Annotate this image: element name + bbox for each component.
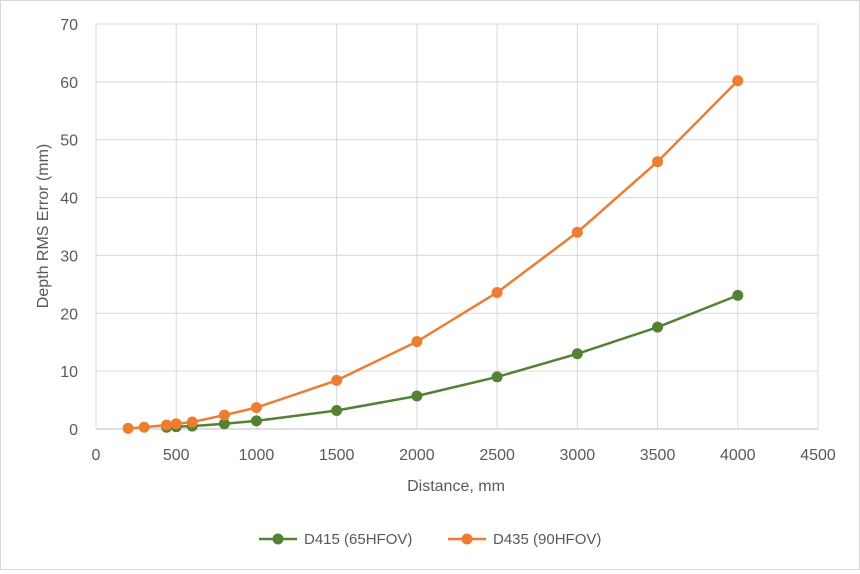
y-axis-ticks: 0 10 20 30 40 50 60 70 [60,17,78,439]
series-layer [122,75,744,434]
legend-label: D435 (90HFOV) [493,531,601,548]
legend-marker [461,533,473,545]
x-tick-label: 3500 [640,447,676,464]
y-axis-label: Depth RMS Error (mm) [35,144,52,308]
y-tick-label: 60 [60,75,78,92]
data-point [186,416,198,428]
data-point [161,419,173,431]
series-1 [161,289,744,433]
x-tick-label: 4500 [800,447,836,464]
series-2 [122,75,744,434]
data-point [138,421,150,433]
data-point [331,404,343,416]
data-point [732,75,744,87]
y-tick-label: 0 [69,422,78,439]
data-point [571,226,583,238]
legend-entry: D435 (90HFOV) [448,531,601,548]
data-point [122,422,134,434]
y-tick-label: 70 [60,17,78,34]
data-point [652,321,664,333]
data-point [218,418,230,430]
x-axis-label: Distance, mm [407,478,505,495]
data-point [571,348,583,360]
x-tick-label: 2000 [399,447,435,464]
series-line [127,79,739,430]
data-point [250,415,262,427]
data-point [491,286,503,298]
data-point [491,371,503,383]
y-tick-label: 30 [60,248,78,265]
data-point [218,409,230,421]
x-tick-label: 500 [163,447,190,464]
x-tick-label: 2500 [479,447,515,464]
data-point [732,289,744,301]
x-tick-label: 1000 [239,447,275,464]
data-point [652,156,664,168]
x-tick-label: 1500 [319,447,355,464]
data-point [331,374,343,386]
data-point [411,390,423,402]
x-tick-label: 0 [92,447,101,464]
x-axis-ticks: 0 500 1000 1500 2000 2500 3000 3500 4000 4500 [92,447,836,464]
x-tick-label: 3000 [560,447,596,464]
legend-label: D415 (65HFOV) [304,531,412,548]
data-point [250,402,262,414]
legend-entry: D415 (65HFOV) [259,531,412,548]
legend-marker [272,533,284,545]
legend: D415 (65HFOV) D435 (90HFOV) [259,531,601,548]
x-tick-label: 4000 [720,447,756,464]
y-tick-label: 50 [60,133,78,150]
y-tick-label: 40 [60,191,78,208]
y-tick-label: 10 [60,364,78,381]
y-tick-label: 20 [60,306,78,323]
data-point [411,336,423,348]
data-point [170,418,182,430]
gridlines [95,23,819,430]
